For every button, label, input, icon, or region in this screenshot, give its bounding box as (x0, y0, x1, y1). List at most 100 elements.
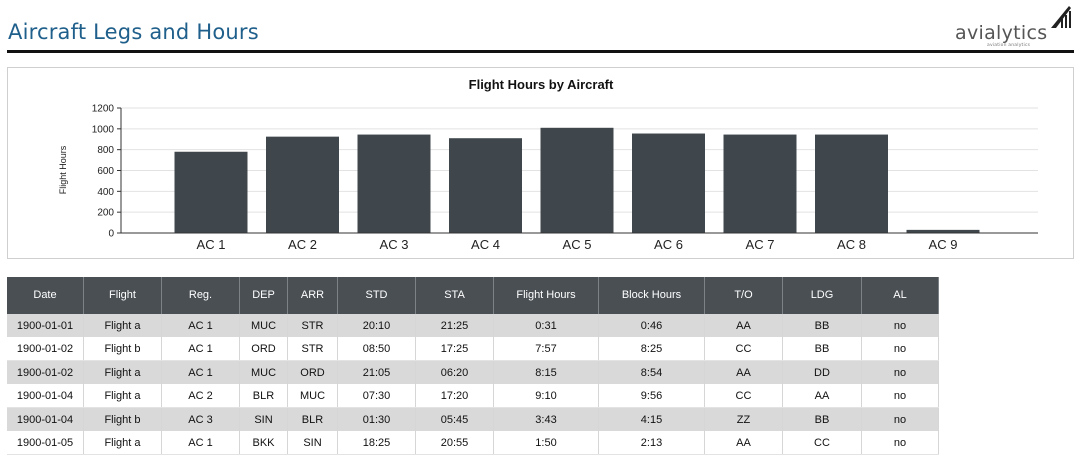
table-cell: 9:56 (598, 384, 705, 408)
table-row[interactable]: 1900-01-02 Flight b AC 1 ORD STR 08:50 17:25 7:… (7, 337, 939, 361)
table-cell: 1900-01-02 (7, 360, 84, 384)
table-cell: DD (782, 360, 862, 384)
table-cell: 1900-01-04 (7, 384, 84, 408)
table-row[interactable]: 1900-01-05 Flight a AC 1 BKK SIN 18:25 20:55 1:… (7, 431, 939, 455)
table-cell: 01:30 (337, 407, 416, 431)
table-cell: BB (782, 337, 862, 361)
table-cell: Flight a (83, 431, 162, 455)
table-cell: 1900-01-01 (7, 314, 84, 337)
y-tick-label: 200 (97, 208, 114, 219)
table-cell: MUC (287, 384, 338, 408)
column-header[interactable]: Flight (83, 277, 162, 314)
y-tick-label: 0 (108, 229, 114, 240)
y-axis-label: Flight Hours (58, 145, 68, 194)
table-row[interactable]: 1900-01-01 Flight a AC 1 MUC STR 20:10 21:25 0:… (7, 314, 939, 337)
y-tick-label: 800 (97, 145, 114, 156)
table-cell: 2:13 (598, 431, 705, 455)
chart-title: Flight Hours by Aircraft (469, 77, 614, 92)
table-cell: ORD (287, 360, 338, 384)
table-cell: 08:50 (337, 337, 416, 361)
table-cell: AA (782, 384, 862, 408)
table-cell: no (861, 337, 939, 361)
table-cell: 1900-01-05 (7, 431, 84, 455)
table-cell: ORD (239, 337, 288, 361)
column-header[interactable]: LDG (782, 277, 862, 314)
logo-tagline: aviation analytics (987, 43, 1031, 48)
column-header[interactable]: DEP (239, 277, 288, 314)
y-tick-label: 1200 (92, 104, 115, 115)
column-header[interactable]: Reg. (161, 277, 240, 314)
table-cell: AC 1 (161, 314, 240, 337)
table-cell: 9:10 (493, 384, 599, 408)
logo-text: avialytics (955, 22, 1048, 44)
column-header[interactable]: ARR (287, 277, 338, 314)
bar (815, 134, 888, 233)
axes: 0 200 400 600 800 1000 1200 AC 1 AC 2 AC 3 AC 4 AC … (92, 104, 1038, 252)
table-cell: Flight b (83, 337, 162, 361)
column-header[interactable]: STD (337, 277, 416, 314)
bar (540, 127, 614, 233)
bars (174, 127, 980, 233)
x-category-label: AC 7 (746, 237, 775, 252)
table-cell: 21:05 (337, 360, 416, 384)
table-cell: AA (704, 431, 783, 455)
table-cell: 21:25 (415, 314, 494, 337)
logo-mark-icon (1051, 6, 1071, 28)
table-cell: SIN (239, 407, 288, 431)
table-cell: 0:31 (493, 314, 599, 337)
table-cell: Flight a (83, 384, 162, 408)
table-cell: 8:25 (598, 337, 705, 361)
bar (174, 151, 248, 233)
table-cell: 0:46 (598, 314, 705, 337)
table-body: 1900-01-01 Flight a AC 1 MUC STR 20:10 21:25 0:… (7, 314, 939, 455)
column-header[interactable]: Block Hours (598, 277, 705, 314)
table-cell: ZZ (704, 407, 783, 431)
x-category-label: AC 1 (197, 237, 226, 252)
x-category-label: AC 5 (563, 237, 592, 252)
column-header[interactable]: AL (861, 277, 939, 314)
x-category-label: AC 8 (837, 237, 866, 252)
x-category-label: AC 9 (929, 237, 958, 252)
column-header[interactable]: Date (7, 277, 84, 314)
x-category-label: AC 2 (288, 237, 317, 252)
column-header[interactable]: Flight Hours (493, 277, 599, 314)
table-cell: Flight a (83, 360, 162, 384)
table-cell: BB (782, 407, 862, 431)
table-cell: 1:50 (493, 431, 599, 455)
table-cell: 7:57 (493, 337, 599, 361)
table-cell: 05:45 (415, 407, 494, 431)
table-cell: CC (782, 431, 862, 455)
y-tick-label: 1000 (92, 124, 115, 135)
flight-hours-chart: Flight Hours by Aircraft Flight Hours 0 2… (7, 67, 1074, 259)
table-cell: AC 1 (161, 360, 240, 384)
bar (357, 134, 431, 233)
avialytics-logo: avialytics aviation analytics (955, 4, 1075, 48)
column-header[interactable]: STA (415, 277, 494, 314)
table-cell: no (861, 384, 939, 408)
header-divider (7, 50, 1074, 53)
legs-table: Date Flight Reg. DEP ARR STD STA Flight Hours Bl… (7, 277, 939, 455)
table-cell: AA (704, 314, 783, 337)
y-tick-label: 600 (97, 166, 114, 177)
bar (449, 138, 522, 233)
table-cell: 1900-01-04 (7, 407, 84, 431)
column-header[interactable]: T/O (704, 277, 783, 314)
table-cell: 3:43 (493, 407, 599, 431)
table-cell: BB (782, 314, 862, 337)
table-row[interactable]: 1900-01-04 Flight b AC 3 SIN BLR 01:30 05:45 3:… (7, 407, 939, 431)
table-cell: Flight a (83, 314, 162, 337)
table-row[interactable]: 1900-01-04 Flight a AC 2 BLR MUC 07:30 17:20 9:… (7, 384, 939, 408)
table-cell: AC 3 (161, 407, 240, 431)
table-cell: BLR (239, 384, 288, 408)
table-cell: STR (287, 337, 338, 361)
table-cell: 18:25 (337, 431, 416, 455)
table-cell: 8:54 (598, 360, 705, 384)
bar (266, 136, 339, 233)
bar (906, 229, 980, 233)
table-cell: 17:20 (415, 384, 494, 408)
table-cell: AC 1 (161, 337, 240, 361)
table-row[interactable]: 1900-01-02 Flight a AC 1 MUC ORD 21:05 06:20 8:… (7, 360, 939, 384)
table-cell: STR (287, 314, 338, 337)
table-header-row: Date Flight Reg. DEP ARR STD STA Flight Hours Bl… (7, 277, 939, 314)
table-cell: BLR (287, 407, 338, 431)
